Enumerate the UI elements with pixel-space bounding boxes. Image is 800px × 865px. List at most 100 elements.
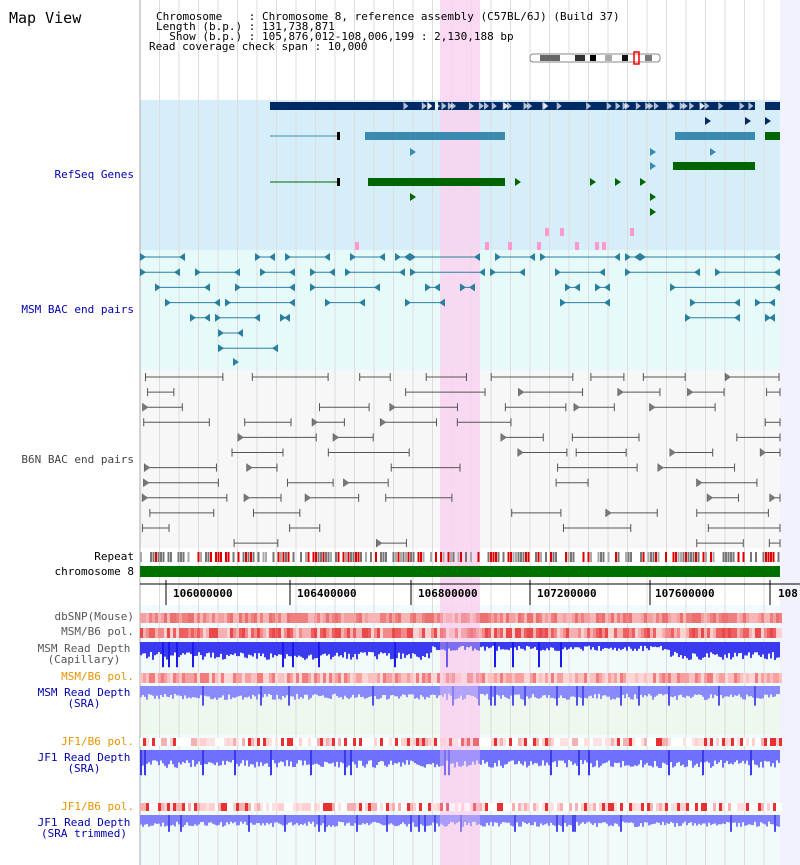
jf1-trimmed-depth-bar — [298, 815, 300, 826]
dbsnp-cell — [251, 613, 254, 623]
msm-capillary-depth-bar — [472, 642, 474, 651]
dbsnp-cell — [530, 613, 533, 623]
jf1-trimmed-depth-bar — [222, 815, 224, 827]
msm-pol-cell — [335, 628, 338, 638]
jf1-sra-depth-bar — [510, 750, 512, 761]
msm-pol-cell — [584, 628, 587, 638]
track-label-refseq[interactable]: RefSeq Genes — [54, 168, 134, 181]
msm-pol-2-cell — [317, 673, 320, 683]
jf1-sra-depth-bar — [368, 750, 370, 761]
dbsnp-cell — [320, 613, 323, 623]
jf1-trimmed-depth-bar — [364, 815, 366, 825]
bac-end-marker — [625, 253, 631, 261]
msm-pol-cell — [308, 628, 311, 638]
jf1-pol-2-cell — [320, 803, 323, 811]
msm-pol-2-cell — [566, 673, 569, 683]
jf1-trimmed-depth-bar — [710, 815, 712, 825]
jf1-pol-cell — [260, 738, 263, 746]
bac-end-marker — [310, 268, 316, 277]
jf1-pol-cell — [587, 738, 590, 746]
dbsnp-cell — [494, 613, 497, 623]
jf1-sra-depth-bar — [400, 750, 402, 767]
repeat-element — [767, 552, 770, 562]
gene-strand-arrow — [650, 148, 656, 156]
jf1-sra-depth-bar — [638, 750, 640, 765]
jf1-pol-cell — [572, 738, 575, 746]
jf1-trimmed-depth-bar — [560, 815, 562, 827]
track-label-b6n-bac[interactable]: B6N BAC end pairs — [21, 453, 134, 466]
jf1-sra-depth-bar — [414, 750, 416, 764]
repeat-element — [397, 552, 400, 562]
repeat-element — [277, 552, 280, 562]
jf1-pol-2-cell — [212, 803, 215, 811]
msm-sra-depth-bar — [242, 686, 244, 700]
bac-end-marker — [560, 298, 566, 307]
jf1-pol-2-cell — [167, 803, 170, 811]
jf1-sra-depth-bar — [192, 750, 194, 760]
msm-sra-depth-bar — [160, 686, 162, 695]
dbsnp-cell — [644, 613, 647, 623]
jf1-trimmed-depth-bar — [596, 815, 598, 827]
jf1-sra-depth-bar — [504, 750, 506, 765]
msm-sra-depth-bar — [186, 686, 188, 699]
jf1-sra-depth-bar — [754, 750, 756, 765]
bac-end-marker — [333, 433, 340, 442]
msm-pol-cell — [353, 628, 356, 638]
msm-capillary-depth-bar — [214, 642, 216, 659]
msm-pol-2-cell — [653, 673, 656, 683]
jf1-trimmed-depth-bar — [342, 815, 344, 823]
msm-pol-2-cell — [314, 673, 317, 683]
jf1-sra-depth-bar — [572, 750, 574, 765]
msm-sra-depth-bar — [502, 686, 504, 696]
track-label-msm-bac[interactable]: MSM BAC end pairs — [21, 303, 134, 316]
bac-end-marker — [495, 253, 501, 261]
bac-end-marker — [687, 388, 694, 397]
jf1-sra-depth-bar — [232, 750, 234, 761]
msm-pol-2-cell — [773, 673, 776, 683]
msm-pol-cell — [476, 628, 479, 638]
jf1-sra-depth-bar — [286, 750, 288, 761]
jf1-sra-depth-bar — [148, 750, 150, 763]
msm-pol-2-cell — [746, 673, 749, 683]
msm-capillary-depth-bar — [228, 642, 230, 656]
dbsnp-cell — [758, 613, 761, 623]
jf1-sra-depth-bar — [288, 750, 290, 767]
msm-pol-cell — [284, 628, 287, 638]
jf1-pol-cell — [728, 738, 731, 746]
dbsnp-cell — [491, 613, 494, 623]
jf1-pol-cell — [155, 738, 158, 746]
jf1-trimmed-depth-bar — [700, 815, 702, 825]
jf1-pol-2-cell — [356, 803, 359, 811]
jf1-pol-2-cell — [491, 803, 494, 811]
msm-pol-cell — [332, 628, 335, 638]
msm-capillary-depth-bar — [312, 642, 314, 660]
msm-sra-depth-bar — [556, 686, 558, 706]
msm-pol-2-cell — [647, 673, 650, 683]
jf1-pol-cell — [422, 738, 425, 746]
msm-capillary-depth-bar — [220, 642, 222, 654]
jf1-pol-2-cell — [617, 803, 620, 811]
msm-capillary-depth-bar — [404, 642, 406, 658]
jf1-trimmed-depth-bar — [322, 815, 324, 824]
bac-end-marker — [345, 268, 351, 277]
dbsnp-cell — [464, 613, 467, 623]
msm-capillary-depth-bar — [686, 642, 688, 659]
jf1-pol-2-cell — [485, 803, 488, 811]
msm-pol-2-cell — [695, 673, 698, 683]
msm-sra-depth-bar — [356, 686, 358, 698]
axis-tick-label: 107200000 — [537, 587, 597, 600]
jf1-trimmed-depth-bar — [246, 815, 248, 826]
jf1-trimmed-depth-bar — [352, 815, 354, 826]
gene-body — [368, 178, 505, 186]
bac-end-marker — [574, 283, 580, 292]
msm-sra-depth-bar — [262, 686, 264, 698]
msm-capillary-depth-bar — [264, 642, 266, 658]
msm-pol-2-cell — [476, 673, 479, 683]
msm-capillary-depth-bar — [732, 642, 734, 658]
jf1-sra-depth-bar — [306, 750, 308, 765]
msm-capillary-depth-bar — [232, 642, 234, 656]
msm-pol-2-cell — [368, 673, 371, 683]
jf1-pol-2-cell — [224, 803, 227, 811]
jf1-pol-cell — [662, 738, 665, 746]
